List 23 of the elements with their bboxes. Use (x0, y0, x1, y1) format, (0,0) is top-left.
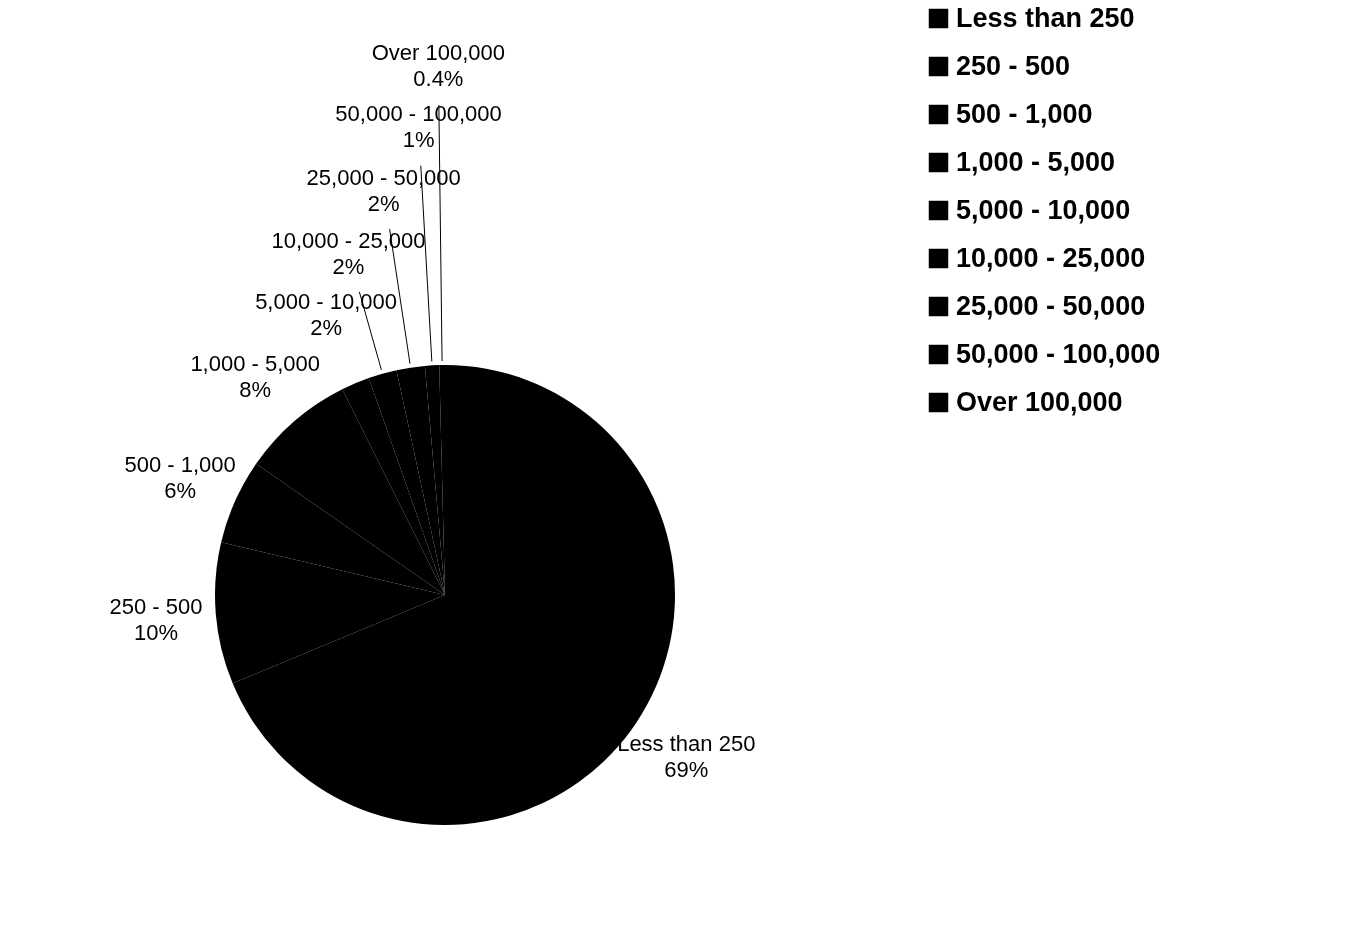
slice-label: 250 - 500 (109, 593, 203, 619)
data-label: 2% (332, 254, 365, 280)
legend-label: 10,000 - 25,000 (956, 242, 1146, 273)
data-label: 8% (239, 376, 272, 402)
legend-label: 25,000 - 50,000 (956, 290, 1146, 321)
legend-label: 1,000 - 5,000 (956, 146, 1116, 177)
legend-label: 250 - 500 (956, 50, 1071, 81)
legend-label: 500 - 1,000 (956, 98, 1093, 129)
data-label: 2% (310, 315, 342, 341)
slice-label: Over 100,000 (371, 40, 506, 66)
data-label: 0.4% (413, 66, 464, 92)
legend-label: Over 100,000 (956, 386, 1123, 417)
slice-label: 500 - 1,000 (124, 451, 236, 477)
data-label: 69% (664, 756, 709, 782)
legend-label: Less than 250 (956, 2, 1135, 33)
slice-label: 1,000 - 5,000 (190, 350, 321, 376)
slice-label: 50,000 - 100,000 (335, 100, 502, 126)
legend-label: 50,000 - 100,000 (956, 338, 1161, 369)
data-label: 6% (164, 477, 197, 503)
legend-label: 5,000 - 10,000 (956, 194, 1131, 225)
data-label: 2% (367, 190, 400, 216)
data-label: 1% (402, 126, 435, 152)
data-label: 10% (133, 619, 178, 645)
